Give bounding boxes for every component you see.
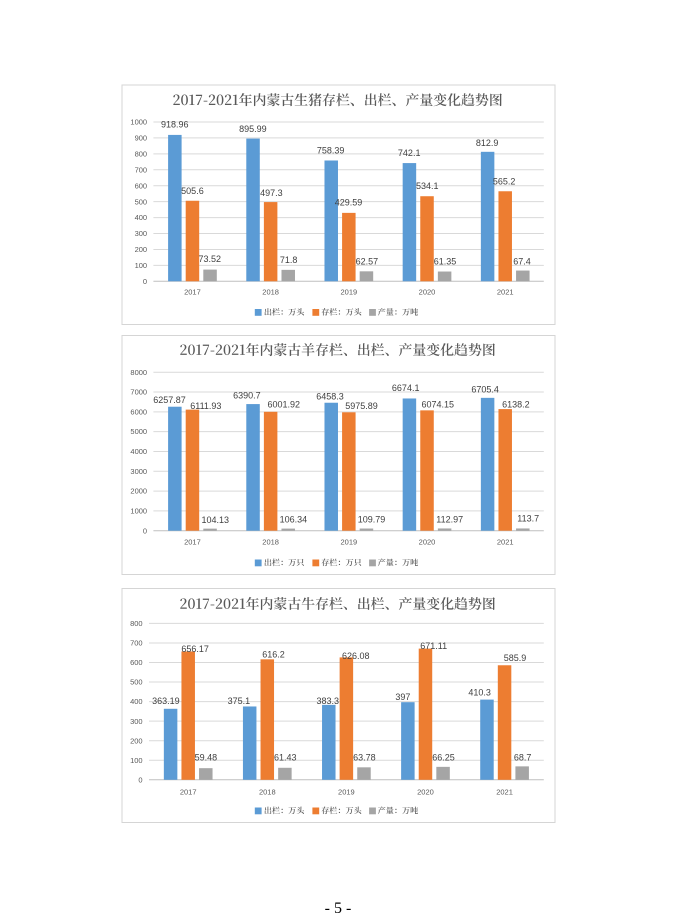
svg-text:375.1: 375.1 — [228, 696, 251, 706]
svg-text:812.9: 812.9 — [476, 138, 499, 148]
svg-text:6001.92: 6001.92 — [267, 400, 300, 410]
svg-text:1000: 1000 — [130, 506, 147, 515]
svg-text:59.48: 59.48 — [195, 752, 218, 762]
svg-text:616.2: 616.2 — [262, 650, 285, 660]
svg-text:2020: 2020 — [419, 288, 436, 297]
svg-text:2018: 2018 — [259, 787, 276, 796]
svg-text:400: 400 — [130, 697, 143, 706]
svg-text:400: 400 — [135, 213, 148, 222]
svg-text:71.8: 71.8 — [280, 255, 298, 265]
svg-text:800: 800 — [130, 619, 143, 628]
svg-text:62.57: 62.57 — [356, 256, 379, 266]
svg-text:500: 500 — [135, 197, 148, 206]
svg-text:383.3: 383.3 — [316, 696, 339, 706]
svg-text:5000: 5000 — [130, 427, 147, 436]
svg-text:8000: 8000 — [130, 368, 147, 377]
svg-text:700: 700 — [130, 639, 143, 648]
svg-text:656.17: 656.17 — [181, 644, 209, 654]
svg-text:68.7: 68.7 — [514, 752, 532, 762]
svg-text:671.11: 671.11 — [420, 641, 447, 651]
svg-text:6138.2: 6138.2 — [502, 400, 530, 410]
svg-text:6674.1: 6674.1 — [392, 383, 420, 393]
svg-text:2017: 2017 — [184, 537, 201, 546]
svg-text:5975.89: 5975.89 — [345, 401, 378, 411]
svg-text:800: 800 — [135, 149, 148, 158]
svg-text:2017: 2017 — [180, 787, 197, 796]
svg-text:918.96: 918.96 — [161, 119, 189, 129]
svg-text:2019: 2019 — [340, 288, 357, 297]
svg-text:6257.87: 6257.87 — [153, 395, 186, 405]
svg-text:505.6: 505.6 — [181, 186, 204, 196]
svg-text:410.3: 410.3 — [468, 687, 491, 697]
svg-text:100: 100 — [135, 261, 148, 270]
svg-text:397: 397 — [395, 692, 410, 702]
svg-text:6458.3: 6458.3 — [316, 392, 344, 402]
svg-text:6390.7: 6390.7 — [233, 391, 261, 401]
svg-text:0: 0 — [138, 775, 142, 784]
svg-text:300: 300 — [135, 229, 148, 238]
svg-text:2019: 2019 — [338, 787, 355, 796]
svg-text:2018: 2018 — [262, 288, 279, 297]
svg-text:565.2: 565.2 — [493, 176, 516, 186]
svg-text:585.9: 585.9 — [504, 653, 527, 663]
svg-text:109.79: 109.79 — [358, 515, 386, 525]
svg-text:113.7: 113.7 — [517, 513, 539, 523]
svg-text:600: 600 — [135, 181, 148, 190]
svg-text:3000: 3000 — [130, 467, 147, 476]
svg-text:106.34: 106.34 — [280, 515, 308, 525]
svg-text:2021: 2021 — [496, 787, 513, 796]
svg-text:497.3: 497.3 — [260, 188, 283, 198]
svg-text:2000: 2000 — [130, 487, 147, 496]
svg-text:112.97: 112.97 — [436, 515, 463, 525]
svg-text:300: 300 — [130, 717, 143, 726]
svg-text:626.08: 626.08 — [342, 651, 370, 661]
svg-text:61.43: 61.43 — [274, 752, 297, 762]
svg-text:100: 100 — [130, 756, 143, 765]
svg-text:363.19: 363.19 — [152, 696, 180, 706]
svg-text:2018: 2018 — [262, 537, 279, 546]
svg-text:7000: 7000 — [130, 388, 147, 397]
svg-text:0: 0 — [143, 526, 147, 535]
svg-text:2019: 2019 — [340, 537, 357, 546]
svg-text:2017: 2017 — [184, 288, 201, 297]
svg-text:600: 600 — [130, 658, 143, 667]
svg-text:1000: 1000 — [130, 118, 147, 127]
svg-text:2020: 2020 — [417, 787, 434, 796]
svg-text:66.25: 66.25 — [432, 752, 455, 762]
svg-text:742.1: 742.1 — [398, 148, 421, 158]
svg-text:67.4: 67.4 — [513, 257, 531, 267]
svg-text:104.13: 104.13 — [201, 515, 229, 525]
svg-text:895.99: 895.99 — [239, 124, 267, 134]
svg-text:2021: 2021 — [497, 537, 514, 546]
svg-text:63.78: 63.78 — [353, 752, 376, 762]
svg-text:6111.93: 6111.93 — [190, 401, 221, 411]
svg-text:4000: 4000 — [130, 447, 147, 456]
svg-text:200: 200 — [130, 736, 143, 745]
svg-text:429.59: 429.59 — [335, 197, 363, 207]
svg-text:2020: 2020 — [419, 537, 436, 546]
svg-text:500: 500 — [130, 678, 143, 687]
svg-text:6705.4: 6705.4 — [471, 385, 499, 395]
svg-text:6000: 6000 — [130, 407, 147, 416]
svg-text:758.39: 758.39 — [317, 146, 345, 156]
svg-text:0: 0 — [143, 277, 147, 286]
svg-text:900: 900 — [135, 134, 148, 143]
svg-text:73.52: 73.52 — [198, 254, 221, 264]
svg-text:61.35: 61.35 — [434, 257, 457, 267]
svg-text:- 5 -: - 5 - — [325, 900, 352, 917]
svg-text:200: 200 — [135, 245, 148, 254]
svg-text:2021: 2021 — [497, 288, 514, 297]
svg-text:534.1: 534.1 — [416, 181, 439, 191]
svg-text:6074.15: 6074.15 — [421, 400, 454, 410]
svg-text:700: 700 — [135, 165, 148, 174]
